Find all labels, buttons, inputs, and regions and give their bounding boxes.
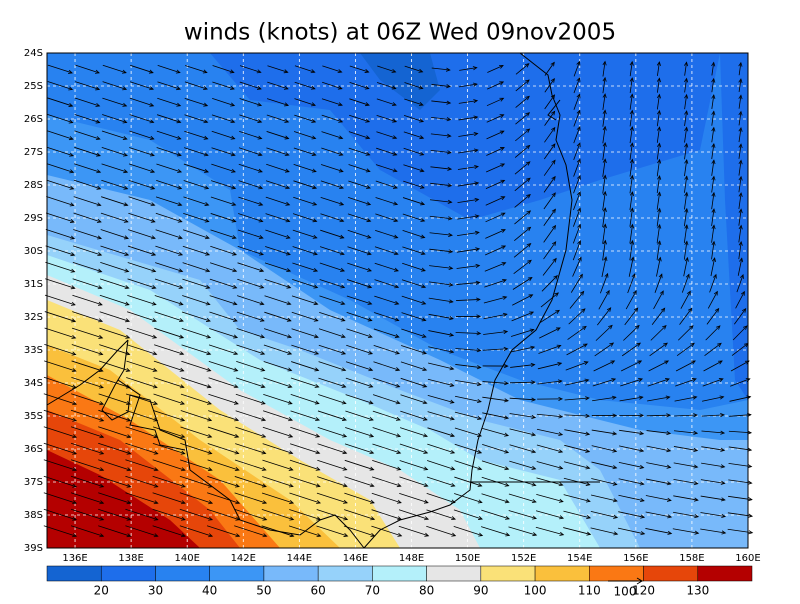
- colorbar-bin: [481, 566, 535, 581]
- chart-title: winds (knots) at 06Z Wed 09nov2005: [184, 20, 616, 46]
- x-tick-label: 138E: [118, 553, 143, 564]
- y-tick-label: 34S: [24, 378, 43, 389]
- y-tick-label: 24S: [24, 48, 43, 59]
- colorbar-label: 90: [473, 584, 488, 598]
- colorbar-label: 60: [311, 584, 326, 598]
- colorbar-bin: [698, 566, 752, 581]
- y-tick-label: 30S: [24, 246, 43, 257]
- colorbar-label: 30: [148, 584, 163, 598]
- reference-vector-label: 100: [614, 585, 637, 599]
- x-tick-label: 152E: [511, 553, 536, 564]
- colorbar-label: 110: [578, 584, 601, 598]
- y-tick-label: 28S: [24, 180, 43, 191]
- x-tick-label: 142E: [231, 553, 256, 564]
- colorbar-label: 80: [419, 584, 434, 598]
- x-tick-label: 158E: [679, 553, 704, 564]
- x-tick-label: 146E: [343, 553, 368, 564]
- y-tick-label: 35S: [24, 411, 43, 422]
- y-tick-label: 38S: [24, 510, 43, 521]
- colorbar-bin: [535, 566, 589, 581]
- colorbar-bin: [210, 566, 264, 581]
- colorbar-label: 50: [256, 584, 271, 598]
- y-tick-label: 27S: [24, 147, 43, 158]
- colorbar-label: 130: [686, 584, 709, 598]
- colorbar-bin: [372, 566, 426, 581]
- x-tick-label: 136E: [62, 553, 87, 564]
- colorbar-label: 100: [524, 584, 547, 598]
- x-tick-label: 140E: [174, 553, 199, 564]
- colorbar-bin: [264, 566, 318, 581]
- y-tick-label: 32S: [24, 312, 43, 323]
- x-tick-label: 148E: [399, 553, 424, 564]
- x-tick-label: 144E: [287, 553, 312, 564]
- x-tick-label: 156E: [623, 553, 648, 564]
- colorbar-bin: [427, 566, 481, 581]
- colorbar-bin: [644, 566, 698, 581]
- x-tick-label: 150E: [455, 553, 480, 564]
- colorbar-bin: [318, 566, 372, 581]
- y-tick-label: 31S: [24, 279, 43, 290]
- y-tick-label: 39S: [24, 543, 43, 554]
- y-tick-label: 37S: [24, 477, 43, 488]
- colorbar-label: 40: [202, 584, 217, 598]
- y-tick-label: 25S: [24, 81, 43, 92]
- y-tick-label: 26S: [24, 114, 43, 125]
- y-tick-label: 36S: [24, 444, 43, 455]
- colorbar-bin: [47, 566, 101, 581]
- colorbar-bin: [155, 566, 209, 581]
- y-tick-label: 29S: [24, 213, 43, 224]
- x-tick-label: 160E: [735, 553, 760, 564]
- y-tick-label: 33S: [24, 345, 43, 356]
- colorbar-label: 20: [94, 584, 109, 598]
- colorbar-bin: [101, 566, 155, 581]
- colorbar-bin: [589, 566, 643, 581]
- x-tick-label: 154E: [567, 553, 592, 564]
- colorbar-label: 70: [365, 584, 380, 598]
- wind-speed-field: [47, 53, 748, 548]
